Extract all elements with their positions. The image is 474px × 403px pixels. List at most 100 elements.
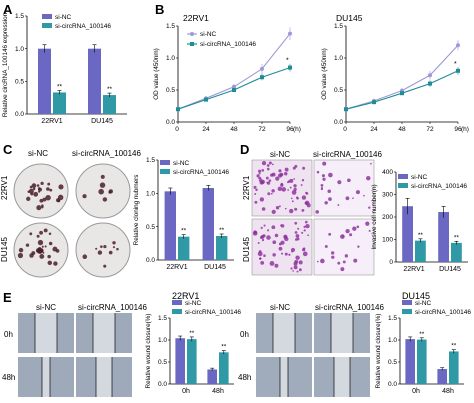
colony: [103, 264, 107, 268]
y-axis-label: Relative wound closure(%): [145, 314, 152, 389]
invading-cell: [302, 248, 306, 252]
invading-cell: [296, 270, 299, 273]
legend-swatch: [42, 14, 52, 19]
data-point: [288, 65, 292, 70]
colony: [29, 253, 34, 258]
y-tick-label: 1.5: [146, 157, 155, 164]
invading-cell: [331, 255, 335, 259]
y-tick-label: 400: [382, 169, 393, 176]
significance-mark: **: [107, 86, 113, 93]
legend-swatch: [398, 174, 408, 179]
invading-cell: [356, 225, 360, 229]
invading-cell: [281, 252, 284, 255]
invading-cell: [259, 257, 262, 260]
wound-edges: [34, 313, 354, 397]
invading-cell: [284, 252, 288, 256]
x-tick-label: 96: [454, 126, 462, 133]
bar: [202, 188, 214, 260]
legend-label: si-circRNA_100146: [415, 309, 471, 316]
invading-cell: [340, 267, 345, 272]
invading-cell: [289, 178, 294, 183]
photo-label-c-circ: si-circRNA_100146: [72, 149, 141, 158]
colony: [99, 245, 103, 249]
y-axis-label: OD value (450nm): [153, 48, 160, 99]
invading-cell: [295, 255, 300, 260]
colony: [33, 191, 39, 197]
data-point: [288, 31, 292, 36]
invading-cell: [263, 224, 266, 227]
invading-cell: [301, 231, 304, 234]
colony: [30, 192, 34, 196]
invading-cell: [296, 196, 299, 199]
photo-time-label: 48h: [2, 373, 15, 382]
photo-row-label: 22RV1: [0, 175, 9, 200]
invading-cell: [342, 260, 346, 264]
photo-time-label: 48h: [238, 373, 251, 382]
invading-cell: [320, 258, 325, 264]
y-axis-label: Relative cloning nubmers: [133, 175, 140, 246]
invading-cell: [260, 260, 265, 265]
photo-row-label: 22RV1: [242, 175, 251, 200]
invading-cell: [266, 164, 270, 167]
invading-cell: [345, 196, 350, 201]
y-tick-label: 0.0: [334, 119, 343, 126]
invading-cell: [260, 235, 265, 239]
wound-gap: [334, 357, 350, 397]
invading-cell: [271, 225, 276, 230]
invading-cell: [254, 200, 258, 204]
data-point: [260, 75, 264, 80]
significance-mark: **: [451, 343, 457, 350]
photo-row-label: DU145: [0, 237, 9, 262]
bar: [449, 351, 459, 384]
colony: [102, 197, 108, 202]
bar: [417, 339, 427, 384]
wound-gap: [280, 357, 288, 397]
invading-cell: [270, 173, 274, 177]
significance-mark: *: [454, 61, 457, 68]
legend-swatch: [160, 169, 170, 174]
invading-cell: [258, 169, 262, 173]
y-tick-label: 0.5: [334, 87, 343, 94]
data-point: [456, 68, 460, 73]
invading-cell: [281, 187, 287, 192]
invading-cell: [301, 195, 307, 200]
legend-label: si-circRNA_100146: [185, 309, 241, 316]
x-tick-label: 24: [202, 126, 210, 133]
chart-d: 0 100 200 300 400 Invasive cell number(n) 22RV…: [371, 169, 468, 273]
invading-cell: [298, 260, 303, 265]
significance-mark: *: [286, 58, 289, 65]
photo-label-d-nc: si-NC: [270, 150, 290, 159]
colony: [112, 246, 116, 249]
invading-cell: [284, 172, 288, 176]
invading-cell: [278, 169, 282, 173]
legend-label: si-circRNA_100146: [411, 183, 467, 190]
colony-plate: [75, 222, 131, 278]
y-tick-label: 300: [382, 192, 393, 199]
colony: [41, 206, 44, 209]
invading-cell: [271, 209, 276, 214]
colony: [40, 181, 44, 185]
y-tick-label: 1.5: [15, 13, 24, 20]
wound-gap: [42, 357, 50, 397]
invading-cell: [292, 270, 294, 272]
chart-title: DU145: [336, 13, 363, 23]
bar: [187, 339, 197, 384]
y-tick-label: 0.0: [166, 119, 175, 126]
invading-cell: [258, 172, 261, 175]
data-point: [456, 43, 460, 48]
invading-cell: [316, 170, 320, 174]
invading-cell: [295, 234, 300, 238]
colony: [47, 260, 53, 266]
colony: [28, 188, 34, 194]
invading-cell: [278, 173, 283, 178]
invading-cell: [266, 167, 270, 171]
invading-cell: [363, 194, 365, 197]
colony: [58, 184, 64, 190]
significance-mark: **: [219, 227, 225, 234]
charts-layer: 0.0 0.5 1.0 1.5 Relative circRNA_100146 expr…: [2, 12, 471, 395]
y-tick-label: 1.0: [388, 337, 397, 344]
colony: [41, 245, 44, 248]
bar: [175, 338, 185, 384]
invading-cell: [366, 175, 371, 181]
